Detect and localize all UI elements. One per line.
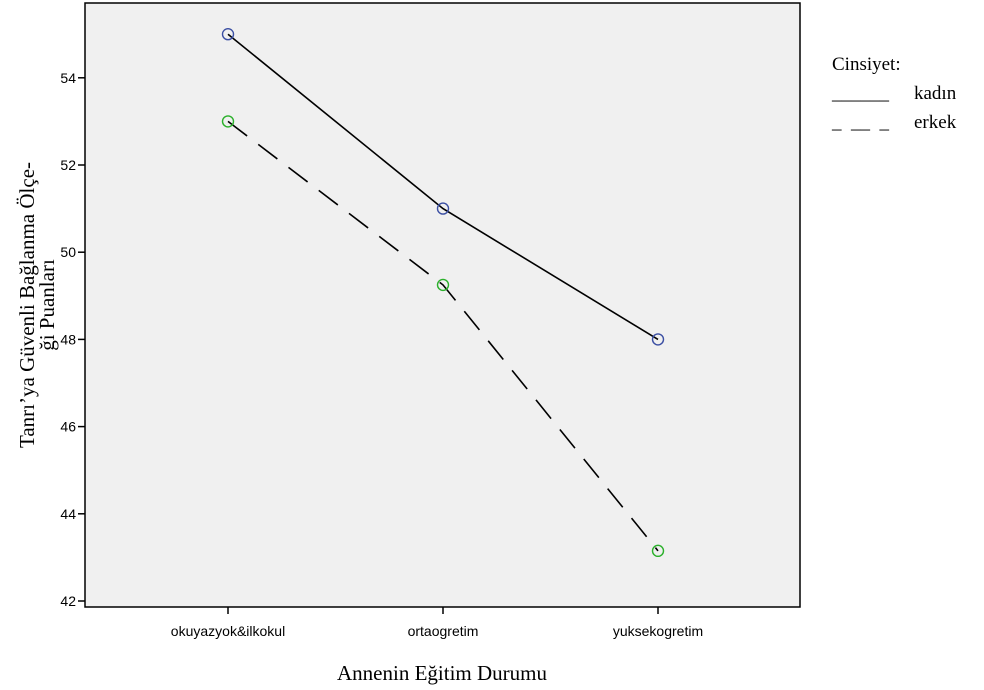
data-point-0 xyxy=(651,333,665,346)
y-axis-title-line-2: ği Puanları xyxy=(35,259,59,351)
data-point-1 xyxy=(651,544,665,558)
y-tick-label: 50 xyxy=(60,244,76,260)
legend-swatch-kadin: ______ xyxy=(831,83,890,104)
x-axis-title: Annenin Eğitim Durumu xyxy=(337,661,547,685)
series-line-1 xyxy=(227,120,659,552)
series-line-0 xyxy=(227,33,659,341)
y-axis-title-line-1: Tanrı’ya Güvenli Bağlanma Ölçe- xyxy=(15,162,39,448)
data-point-1 xyxy=(436,278,450,292)
y-tick-label: 46 xyxy=(60,419,76,435)
x-tick-label: yuksekogretim xyxy=(613,623,703,639)
x-tick-label: ortaogretim xyxy=(408,623,479,639)
legend-swatch-erkek: _ __ _ xyxy=(831,112,890,133)
series-group xyxy=(221,28,665,558)
legend-label-erkek: erkek xyxy=(914,112,957,133)
y-tick-label: 54 xyxy=(60,70,76,86)
legend: Cinsiyet: ______ kadın _ __ _ erkek xyxy=(831,54,957,133)
plot-area xyxy=(84,2,801,608)
x-axis: okuyazyok&ilkokul ortaogretim yuksekogreti… xyxy=(171,607,703,639)
y-tick-label: 48 xyxy=(60,331,76,347)
data-point-0 xyxy=(221,28,235,41)
y-axis-title: Tanrı’ya Güvenli Bağlanma Ölçe- ği Puanl… xyxy=(15,162,59,448)
y-tick-label: 44 xyxy=(60,506,76,522)
data-point-0 xyxy=(436,202,450,215)
y-axis: 42 44 46 48 50 52 54 xyxy=(60,70,85,609)
x-tick-label: okuyazyok&ilkokul xyxy=(171,623,285,639)
data-point-1 xyxy=(221,115,235,128)
legend-title: Cinsiyet: xyxy=(832,54,901,75)
y-tick-label: 52 xyxy=(60,157,76,173)
legend-label-kadin: kadın xyxy=(914,83,957,104)
y-tick-label: 42 xyxy=(60,593,76,609)
